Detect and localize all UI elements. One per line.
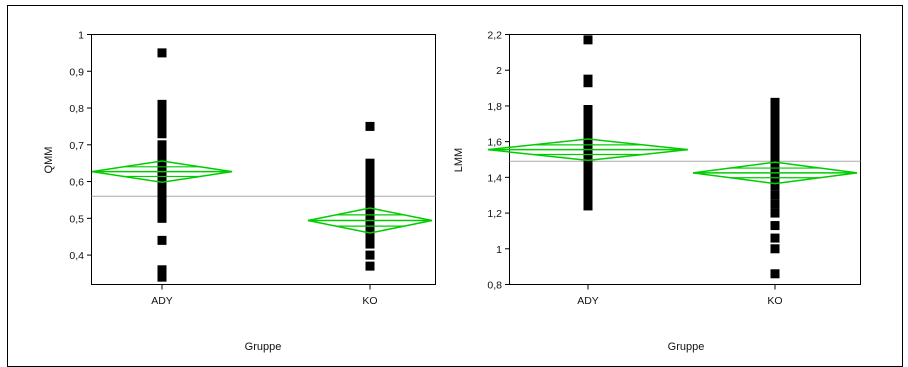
y-axis-label: QMM: [43, 147, 55, 174]
data-point: [583, 144, 593, 154]
data-point: [157, 235, 167, 245]
y-tick-label: 0,8: [487, 280, 502, 292]
data-point: [365, 217, 375, 227]
data-point: [157, 169, 167, 179]
y-tick-label: 1,6: [487, 137, 502, 149]
x-axis-label: Gruppe: [245, 341, 282, 353]
data-point: [157, 99, 167, 109]
data-point: [365, 239, 375, 249]
data-point: [583, 78, 593, 88]
data-point: [583, 180, 593, 189]
data-point: [157, 199, 167, 209]
data-point: [583, 115, 593, 125]
data-point: [157, 184, 167, 194]
data-point: [365, 121, 375, 131]
y-axis-label: LMM: [453, 148, 465, 172]
data-point: [157, 129, 167, 139]
data-point: [583, 187, 593, 197]
data-point: [365, 250, 375, 260]
data-point: [583, 137, 593, 147]
chart-lmm: 2,2 2 1,8 1,6 1,4 1,2 1 0,8 ADY KO Gruppe LMM: [453, 30, 861, 353]
data-point: [583, 172, 593, 182]
x-tick-label: KO: [767, 295, 782, 307]
data-point: [157, 147, 167, 157]
data-point: [365, 173, 375, 183]
y-tick-label: 2,2: [487, 30, 502, 42]
y-tick-label: 0,4: [69, 250, 84, 262]
data-point: [157, 265, 167, 275]
y-tick-label: 0,9: [69, 66, 84, 78]
y-tick-label: 0,8: [69, 103, 84, 115]
data-point: [770, 133, 780, 143]
data-point: [583, 35, 593, 45]
data-point: [583, 165, 593, 175]
data-point: [365, 180, 375, 190]
data-point: [583, 108, 593, 118]
y-tick-label: 1,2: [487, 208, 502, 220]
data-point: [770, 269, 780, 279]
data-point: [365, 232, 375, 242]
data-point: [157, 272, 167, 282]
data-point: [365, 166, 375, 176]
data-point: [365, 195, 375, 205]
y-tick-label: 1: [496, 244, 502, 256]
data-point: [365, 261, 375, 271]
plot-frame-lmm: [509, 34, 861, 285]
y-tick-label: 0,5: [69, 213, 84, 225]
x-tick-label: ADY: [151, 295, 173, 307]
data-point: [770, 112, 780, 122]
data-point: [157, 48, 167, 58]
data-point: [770, 105, 780, 114]
data-point: [770, 208, 780, 218]
data-point: [770, 199, 780, 209]
y-tick-label: 1: [78, 30, 84, 42]
y-tick-label: 0,6: [69, 177, 84, 189]
data-point: [157, 140, 167, 150]
data-point: [583, 130, 593, 139]
data-point: [365, 224, 375, 234]
data-point: [583, 122, 593, 132]
data-point: [770, 221, 780, 231]
data-point: [365, 158, 375, 168]
data-point: [770, 140, 780, 150]
x-tick-label: ADY: [577, 295, 599, 307]
data-point: [157, 107, 167, 117]
data-point: [157, 191, 167, 201]
data-point: [365, 188, 375, 198]
data-point: [157, 155, 167, 164]
data-point: [157, 213, 167, 223]
data-point: [157, 114, 167, 124]
y-tick-label: 1,8: [487, 101, 502, 113]
x-axis-label: Gruppe: [668, 341, 705, 353]
data-point: [770, 190, 780, 200]
data-point: [770, 147, 780, 157]
data-point: [583, 194, 593, 204]
plot-frame-qmm: [91, 34, 436, 285]
data-point: [770, 97, 780, 107]
data-point: [157, 121, 167, 131]
y-tick-label: 2: [496, 65, 502, 77]
x-tick-label: KO: [362, 295, 377, 307]
data-point: [770, 181, 780, 191]
y-tick-label: 1,4: [487, 172, 502, 184]
data-point: [770, 126, 780, 136]
data-point: [770, 233, 780, 243]
data-point: [583, 158, 593, 168]
data-point: [770, 155, 780, 164]
data-point: [770, 119, 780, 129]
data-point: [583, 201, 593, 211]
data-point: [157, 206, 167, 216]
chart-qmm: 1 0,9 0,8 0,7 0,6 0,5 0,4 ADY KO Gruppe QMM: [43, 30, 436, 353]
data-point: [583, 151, 593, 161]
y-tick-label: 0,7: [69, 140, 84, 152]
data-point: [770, 244, 780, 254]
